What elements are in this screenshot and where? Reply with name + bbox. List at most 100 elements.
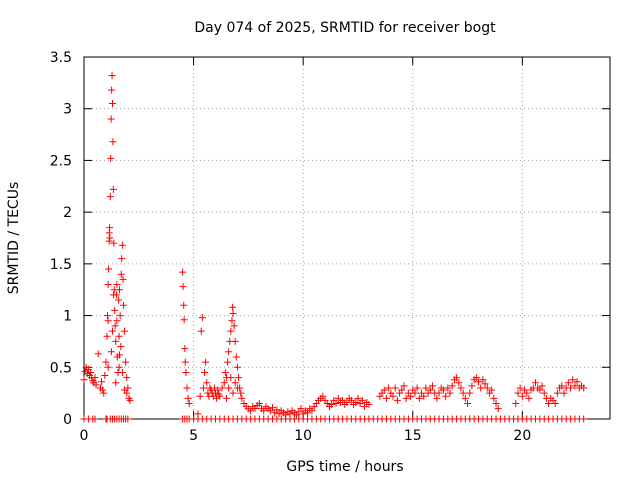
data-point [111, 322, 119, 330]
data-point [119, 275, 127, 283]
data-point [118, 255, 126, 263]
data-point [402, 394, 410, 402]
data-point [179, 283, 187, 291]
data-point [228, 317, 236, 325]
data-point [580, 384, 588, 392]
data-point [238, 394, 246, 402]
data-point [112, 379, 120, 387]
data-point [104, 281, 112, 289]
data-point [105, 229, 113, 237]
data-point [124, 415, 132, 423]
data-point [564, 379, 572, 387]
data-point [358, 396, 366, 404]
data-point [304, 409, 312, 417]
data-point [332, 399, 340, 407]
data-points [80, 72, 588, 423]
data-point [179, 268, 187, 276]
data-point [118, 241, 126, 249]
data-point [80, 376, 88, 384]
data-point [107, 115, 115, 123]
data-point [106, 193, 114, 201]
x-tick-label: 10 [294, 428, 312, 444]
data-point [380, 386, 388, 394]
x-tick-label: 20 [513, 428, 531, 444]
data-point [389, 392, 397, 400]
data-point [220, 379, 228, 387]
data-point [393, 396, 401, 404]
grid-lines [84, 57, 610, 419]
data-point [224, 358, 232, 366]
data-point [105, 265, 113, 273]
data-point [197, 327, 205, 335]
data-point [233, 384, 241, 392]
data-point [531, 379, 539, 387]
data-point [413, 384, 421, 392]
data-point [118, 368, 126, 376]
data-point [115, 363, 123, 371]
data-point [87, 368, 95, 376]
data-point [201, 368, 209, 376]
data-point [477, 384, 485, 392]
data-point [488, 386, 496, 394]
data-point [490, 394, 498, 402]
data-point [198, 314, 206, 322]
y-tick-label: 1 [63, 309, 72, 325]
data-point [110, 291, 118, 299]
data-point [100, 389, 108, 397]
data-point [116, 351, 124, 359]
data-point [538, 382, 546, 390]
data-point [545, 399, 553, 407]
data-point [199, 384, 207, 392]
data-point [457, 384, 465, 392]
data-point [203, 379, 211, 387]
data-point [105, 237, 113, 245]
data-point [92, 381, 100, 389]
data-point [119, 301, 127, 309]
data-point [227, 374, 235, 382]
data-point [181, 358, 189, 366]
data-point [107, 348, 115, 356]
data-point [102, 358, 110, 366]
data-point [122, 358, 130, 366]
data-point [319, 392, 327, 400]
y-tick-label: 1.5 [50, 257, 72, 273]
data-point [354, 394, 362, 402]
data-point [180, 316, 188, 324]
data-point [107, 154, 115, 162]
data-point [420, 392, 428, 400]
data-point [182, 368, 190, 376]
data-point [448, 382, 456, 390]
data-point [108, 327, 116, 335]
data-point [536, 386, 544, 394]
x-tick-label: 5 [189, 428, 198, 444]
data-point [109, 185, 117, 193]
data-point [231, 337, 239, 345]
data-point [468, 382, 476, 390]
data-point [183, 384, 191, 392]
data-point [91, 374, 99, 382]
y-tick-label: 0.5 [50, 360, 72, 376]
y-tick-label: 2.5 [50, 153, 72, 169]
data-point [512, 399, 520, 407]
data-point [229, 389, 237, 397]
data-point [115, 332, 123, 340]
data-point [540, 389, 548, 397]
data-point [225, 384, 233, 392]
data-point [571, 382, 579, 390]
data-point [255, 399, 263, 407]
data-point [435, 389, 443, 397]
data-point [268, 404, 276, 412]
data-point [442, 392, 450, 400]
data-point [339, 396, 347, 404]
data-point [525, 394, 533, 402]
plot-area-frame [83, 56, 611, 420]
data-point [483, 384, 491, 392]
data-point [553, 389, 561, 397]
data-point [523, 389, 531, 397]
data-point [444, 384, 452, 392]
data-point [446, 389, 454, 397]
data-point [428, 382, 436, 390]
data-point [365, 401, 373, 409]
data-point [202, 358, 210, 366]
